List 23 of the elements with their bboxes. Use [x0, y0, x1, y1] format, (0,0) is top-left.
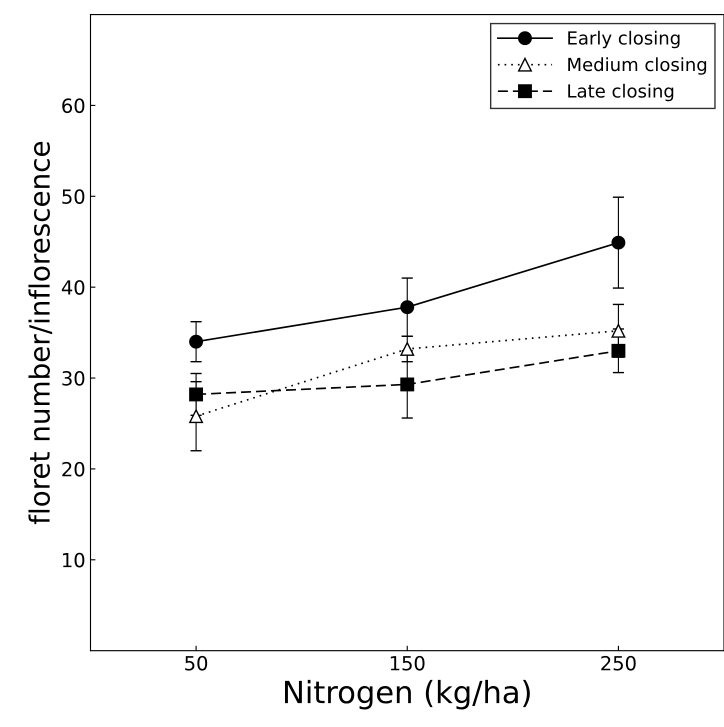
point: [189, 387, 204, 402]
point: [611, 324, 626, 338]
legend-label: Early closing: [568, 30, 680, 48]
point: [400, 342, 414, 356]
point: [189, 334, 204, 349]
x-tick-label: 150: [390, 656, 425, 671]
x-axis-title: Nitrogen (kg/ha): [285, 680, 530, 710]
y-tick-label: 20: [62, 462, 84, 477]
y-tick-label: 50: [62, 189, 84, 204]
y-tick-label: 30: [62, 370, 84, 386]
y-tick-label: 60: [62, 98, 84, 114]
legend-label: Late closing: [568, 84, 674, 102]
point: [400, 300, 414, 314]
y-tick-label: 40: [62, 280, 84, 295]
point: [189, 409, 204, 424]
point: [400, 377, 414, 392]
point: [611, 344, 626, 358]
x-tick-label: 250: [601, 656, 636, 671]
y-tick-label: 10: [63, 552, 84, 568]
point: [611, 236, 626, 250]
legend-label: Medium closing: [568, 57, 706, 75]
y-axis-title: floret number/inflorescence: [28, 142, 52, 524]
x-tick-label: 50: [185, 656, 208, 671]
